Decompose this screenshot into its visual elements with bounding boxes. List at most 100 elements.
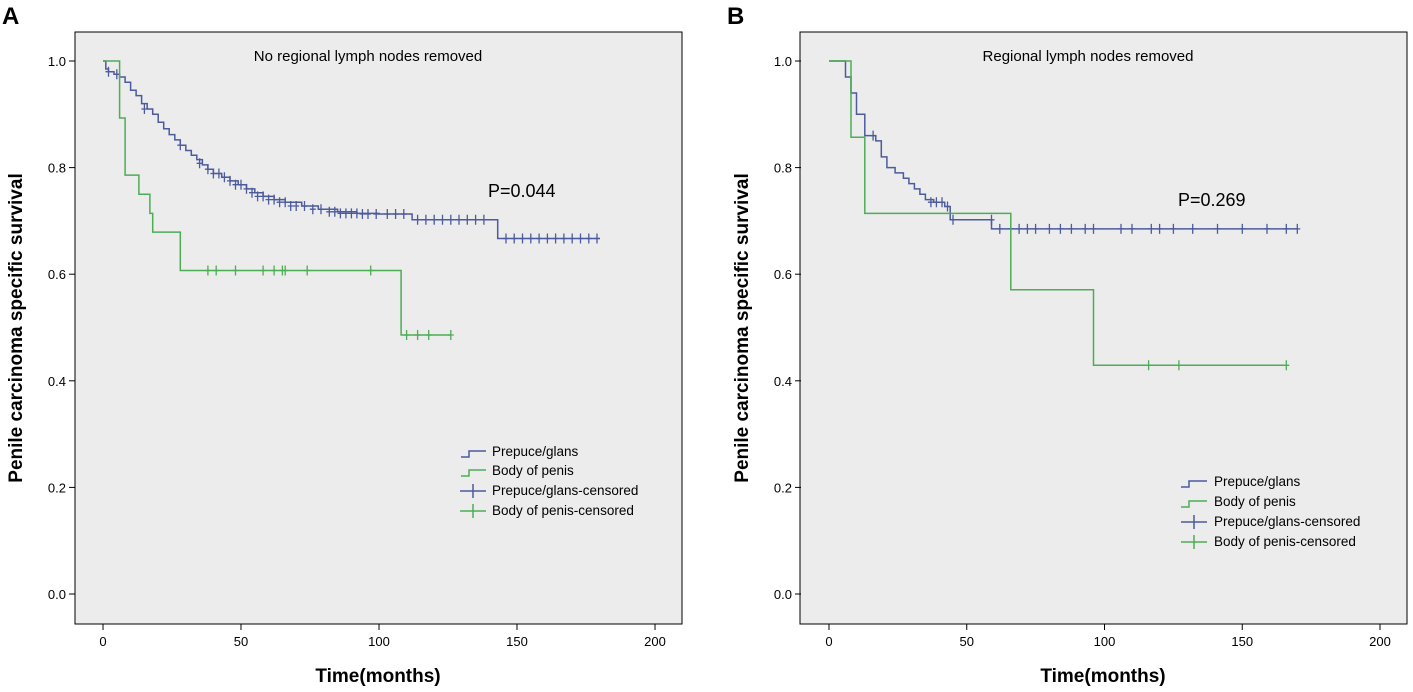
censor-mark-prepuce-glans <box>1189 223 1196 234</box>
x-tick-label: 150 <box>1231 634 1253 649</box>
censor-mark-prepuce-glans <box>422 214 429 225</box>
censor-mark-prepuce-glans <box>1294 223 1301 234</box>
y-tick-label: 0.8 <box>48 161 66 176</box>
censor-mark-prepuce-glans <box>1118 223 1124 234</box>
censor-mark-body-of-penis <box>447 330 454 340</box>
legend-a-prepuce-label: Prepuce/glans <box>492 444 579 459</box>
km-curve-body-of-penis <box>829 60 1287 367</box>
censor-mark-prepuce-glans <box>870 130 877 141</box>
censor-mark-prepuce-glans <box>552 233 559 244</box>
panel-b-legend: Prepuce/glans Body of penis Prepuce/glan… <box>1181 474 1360 549</box>
censor-mark-prepuce-glans <box>1057 223 1064 234</box>
censor-mark-prepuce-glans <box>1239 223 1246 234</box>
censor-mark-body-of-penis <box>282 265 289 276</box>
censor-mark-prepuce-glans <box>210 168 217 179</box>
panel-b-letter: B <box>727 3 744 30</box>
censor-mark-prepuce-glans <box>243 183 250 194</box>
censor-mark-prepuce-glans <box>384 209 391 219</box>
x-tick-label: 100 <box>1094 634 1116 649</box>
censor-mark-prepuce-glans <box>431 214 438 225</box>
censor-mark-prepuce-glans <box>293 201 300 211</box>
censor-mark-prepuce-glans <box>1156 223 1163 234</box>
censor-mark-prepuce-glans <box>1214 223 1221 234</box>
censor-mark-prepuce-glans <box>944 201 951 212</box>
censor-mark-prepuce-glans <box>331 206 338 217</box>
panel-b-plot-area <box>799 31 1408 625</box>
legend-a-prepuce-censored-marker <box>460 484 486 498</box>
censor-mark-prepuce-glans <box>1082 223 1089 234</box>
censor-mark-prepuce-glans <box>1148 223 1155 234</box>
y-tick-label: 0.4 <box>48 374 66 389</box>
y-tick-label: 0.8 <box>774 161 792 176</box>
censor-mark-prepuce-glans <box>254 191 261 202</box>
censor-mark-prepuce-glans <box>1283 223 1290 234</box>
legend-b-body-line <box>1181 500 1207 508</box>
panel-b-title: Regional lymph nodes removed <box>983 48 1194 65</box>
censor-mark-prepuce-glans <box>511 233 518 244</box>
censor-mark-prepuce-glans <box>353 208 360 219</box>
censor-mark-prepuce-glans <box>933 197 940 208</box>
censor-mark-prepuce-glans <box>544 233 551 244</box>
censor-mark-prepuce-glans <box>301 201 308 211</box>
censor-mark-prepuce-glans <box>527 233 534 244</box>
censor-mark-prepuce-glans <box>373 209 380 219</box>
censor-mark-prepuce-glans <box>950 214 956 225</box>
panel-a-series <box>103 60 600 340</box>
x-tick-label: 150 <box>506 634 528 649</box>
panel-a-x-axis-title: Time(months) <box>315 666 440 687</box>
censor-mark-prepuce-glans <box>326 206 333 217</box>
x-tick-label: 200 <box>644 634 666 649</box>
panel-a: A No regional lymph nodes removed Penile… <box>2 3 683 687</box>
y-tick-label: 0.0 <box>774 587 792 602</box>
censor-mark-body-of-penis <box>1283 360 1290 371</box>
legend-a-prepuce-censored-label: Prepuce/glans-censored <box>492 483 638 498</box>
km-curve-body-of-penis <box>103 60 451 336</box>
censor-mark-body-of-penis <box>204 265 211 276</box>
censor-mark-prepuce-glans <box>318 204 324 215</box>
censor-mark-prepuce-glans <box>260 191 267 202</box>
censor-mark-prepuce-glans <box>1090 223 1097 234</box>
censor-mark-prepuce-glans <box>927 197 934 208</box>
panel-a-y-ticks: 0.0 0.2 0.4 0.6 0.8 1.0 <box>48 54 75 602</box>
panel-b-x-ticks: 0 50 100 150 200 <box>825 624 1391 649</box>
censor-mark-prepuce-glans <box>282 197 289 208</box>
x-tick-label: 50 <box>960 634 974 649</box>
y-tick-label: 0.6 <box>774 267 792 282</box>
censor-mark-prepuce-glans <box>472 214 479 225</box>
panel-a-legend: Prepuce/glans Body of penis Prepuce/glan… <box>460 444 638 518</box>
x-tick-label: 200 <box>1369 634 1391 649</box>
censor-mark-prepuce-glans <box>988 214 995 225</box>
censor-mark-prepuce-glans <box>271 194 278 205</box>
censor-mark-prepuce-glans <box>238 179 244 190</box>
censor-mark-body-of-penis <box>232 265 239 276</box>
y-tick-label: 0.2 <box>48 480 66 495</box>
censor-mark-prepuce-glans <box>392 209 399 219</box>
panel-b-x-axis-title: Time(months) <box>1040 666 1165 687</box>
censor-mark-prepuce-glans <box>348 208 355 219</box>
censor-mark-prepuce-glans <box>519 233 526 244</box>
censor-mark-prepuce-glans <box>105 66 112 77</box>
censor-mark-prepuce-glans <box>996 223 1003 234</box>
panel-a-y-axis-title: Penile carcinoma specific survival <box>6 173 27 482</box>
censor-mark-prepuce-glans <box>585 233 592 244</box>
censor-mark-prepuce-glans <box>276 197 283 208</box>
censor-mark-body-of-penis <box>1145 360 1152 371</box>
legend-a-body-censored-label: Body of penis-censored <box>492 503 634 518</box>
censor-mark-prepuce-glans <box>939 197 945 208</box>
panel-a-title: No regional lymph nodes removed <box>254 48 482 65</box>
censor-mark-prepuce-glans <box>177 140 184 151</box>
y-tick-label: 0.0 <box>48 587 66 602</box>
censor-mark-prepuce-glans <box>249 187 255 198</box>
censor-mark-prepuce-glans <box>227 175 233 186</box>
panel-b-y-ticks: 0.0 0.2 0.4 0.6 0.8 1.0 <box>774 54 801 602</box>
censor-mark-prepuce-glans <box>365 209 371 219</box>
x-tick-label: 100 <box>368 634 390 649</box>
censor-mark-prepuce-glans <box>1170 223 1177 234</box>
censor-mark-prepuce-glans <box>1032 223 1039 234</box>
x-tick-label: 0 <box>99 634 106 649</box>
censor-mark-prepuce-glans <box>536 233 543 244</box>
censor-mark-prepuce-glans <box>232 179 239 190</box>
x-tick-label: 50 <box>234 634 248 649</box>
censor-mark-prepuce-glans <box>464 214 471 225</box>
panel-b-p-value: P=0.269 <box>1178 190 1246 210</box>
